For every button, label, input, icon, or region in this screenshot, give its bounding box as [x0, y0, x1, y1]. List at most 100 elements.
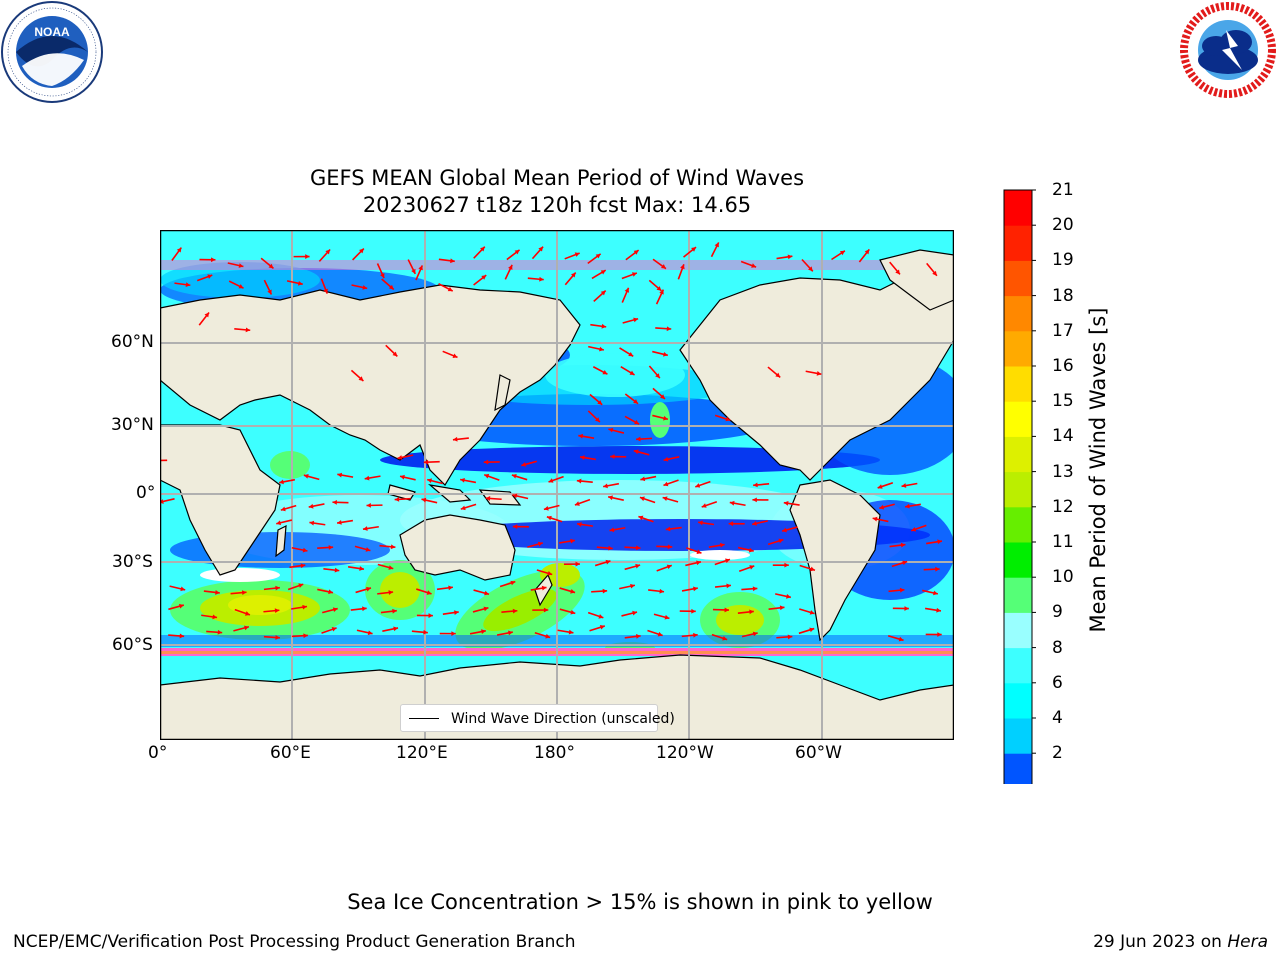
direction-arrow-head [636, 634, 641, 639]
colorbar-label: Mean Period of Wind Waves [s] [1086, 307, 1110, 633]
direction-arrow-head [297, 280, 303, 286]
lat-tick-0: 0° [136, 483, 156, 503]
run-date: 29 Jun 2023 on Hera [1093, 932, 1268, 952]
colorbar-band [1004, 295, 1032, 332]
direction-arrow-head [624, 287, 630, 293]
noaa-logo: NOAA [1, 1, 103, 103]
colorbar-tick-label: 20 [1052, 215, 1074, 236]
direction-arrow-head [636, 436, 641, 442]
direction-arrow-head [244, 625, 249, 631]
svg-text:NOAA: NOAA [34, 25, 70, 39]
direction-arrow-head [511, 473, 517, 479]
direction-arrow-head [905, 503, 910, 509]
direction-arrow-head [698, 520, 703, 526]
direction-arrow-head [580, 455, 585, 461]
direction-arrow-head [328, 589, 333, 595]
direction-arrow-head [483, 459, 489, 465]
lon-tick-180: 180° [534, 743, 575, 763]
direction-arrow-head [392, 608, 397, 614]
direction-arrow-head [659, 588, 665, 594]
direction-arrow-head [393, 626, 399, 632]
direction-arrow-head [303, 474, 309, 479]
direction-arrow-head [663, 456, 669, 462]
direction-arrow-head [508, 264, 513, 270]
direction-arrow-head [267, 289, 272, 295]
legend-line-swatch [409, 718, 439, 719]
direction-arrow-head [570, 538, 575, 544]
direction-arrow-head [725, 558, 730, 564]
direction-arrow-head [568, 629, 574, 635]
direction-arrow-head [691, 608, 696, 614]
direction-arrow-head [595, 417, 600, 423]
direction-arrow-head [484, 473, 490, 479]
direction-arrow-head [541, 585, 547, 591]
direction-arrow-head [900, 542, 906, 548]
direction-arrow-head [608, 427, 614, 433]
direction-arrow-head [656, 286, 662, 291]
direction-arrow-head [598, 614, 604, 619]
direction-arrow-head [664, 614, 670, 620]
direction-arrow-head [358, 376, 364, 381]
direction-arrow-head [538, 246, 544, 252]
direction-arrow-head [602, 588, 608, 594]
colorbar-band [1004, 577, 1032, 613]
direction-arrow-head [936, 607, 941, 613]
direction-arrow-head [359, 566, 364, 571]
direction-arrow-head [691, 247, 697, 252]
direction-arrow-head [337, 472, 343, 478]
direction-arrow-head [809, 627, 815, 633]
direction-arrow-head [397, 455, 403, 460]
lon-tick-0: 0° [148, 743, 168, 763]
direction-arrow-head [839, 250, 845, 256]
direction-arrow-head [935, 566, 940, 572]
direction-arrow-head [180, 586, 186, 592]
direction-arrow-head [666, 564, 672, 570]
direction-arrow-head [574, 252, 580, 257]
direction-arrow-head [662, 496, 668, 502]
direction-arrow-head [864, 249, 870, 255]
direction-arrow-head [388, 284, 394, 290]
direction-arrow-head [545, 633, 551, 639]
direction-arrow-head [787, 254, 793, 260]
lon-tick-60w: 60°W [795, 743, 842, 763]
lat-tick-60n: 60°N [111, 332, 154, 352]
direction-arrow-head [510, 580, 516, 586]
direction-arrow-head [577, 522, 582, 527]
direction-arrow-head [217, 629, 223, 635]
direction-arrow-head [365, 547, 371, 552]
direction-arrow-head [366, 503, 371, 508]
direction-arrow-head [570, 589, 576, 594]
direction-arrow-head [701, 503, 707, 508]
direction-arrow-head [460, 505, 466, 511]
colorbar-band [1004, 401, 1032, 437]
direction-arrow-head [631, 272, 637, 277]
host-name: Hera [1227, 932, 1268, 952]
direction-arrow-head [485, 496, 491, 501]
direction-arrow-head [454, 610, 459, 615]
colorbar-tick-label: 6 [1052, 672, 1063, 693]
direction-arrow-head [537, 541, 543, 547]
direction-arrow-head [719, 542, 725, 548]
colorbar-band [1004, 190, 1032, 226]
colorbar-band [1004, 647, 1032, 684]
direction-arrow-head [635, 545, 641, 551]
direction-arrow-head [215, 590, 220, 595]
direction-arrow-head [325, 249, 331, 255]
direction-arrow-head [904, 606, 909, 611]
direction-arrow-head [331, 627, 337, 632]
direction-arrow-head [751, 263, 757, 268]
colorbar-tick-label: 2 [1052, 743, 1063, 764]
direction-arrow-head [782, 527, 787, 533]
direction-arrow-head [680, 264, 685, 270]
direction-arrow-head [308, 503, 314, 509]
direction-arrow-head [655, 373, 660, 379]
colorbar-tick-label: 16 [1052, 356, 1074, 376]
direction-arrow-head [423, 629, 428, 635]
direction-arrow-head [394, 496, 400, 502]
direction-arrow-head [362, 606, 367, 612]
direction-arrow-head [279, 479, 284, 485]
direction-arrow-head [548, 478, 554, 483]
lat-tick-60s: 60°S [112, 635, 153, 655]
direction-arrow-head [639, 496, 645, 502]
direction-arrow-head [176, 247, 182, 253]
